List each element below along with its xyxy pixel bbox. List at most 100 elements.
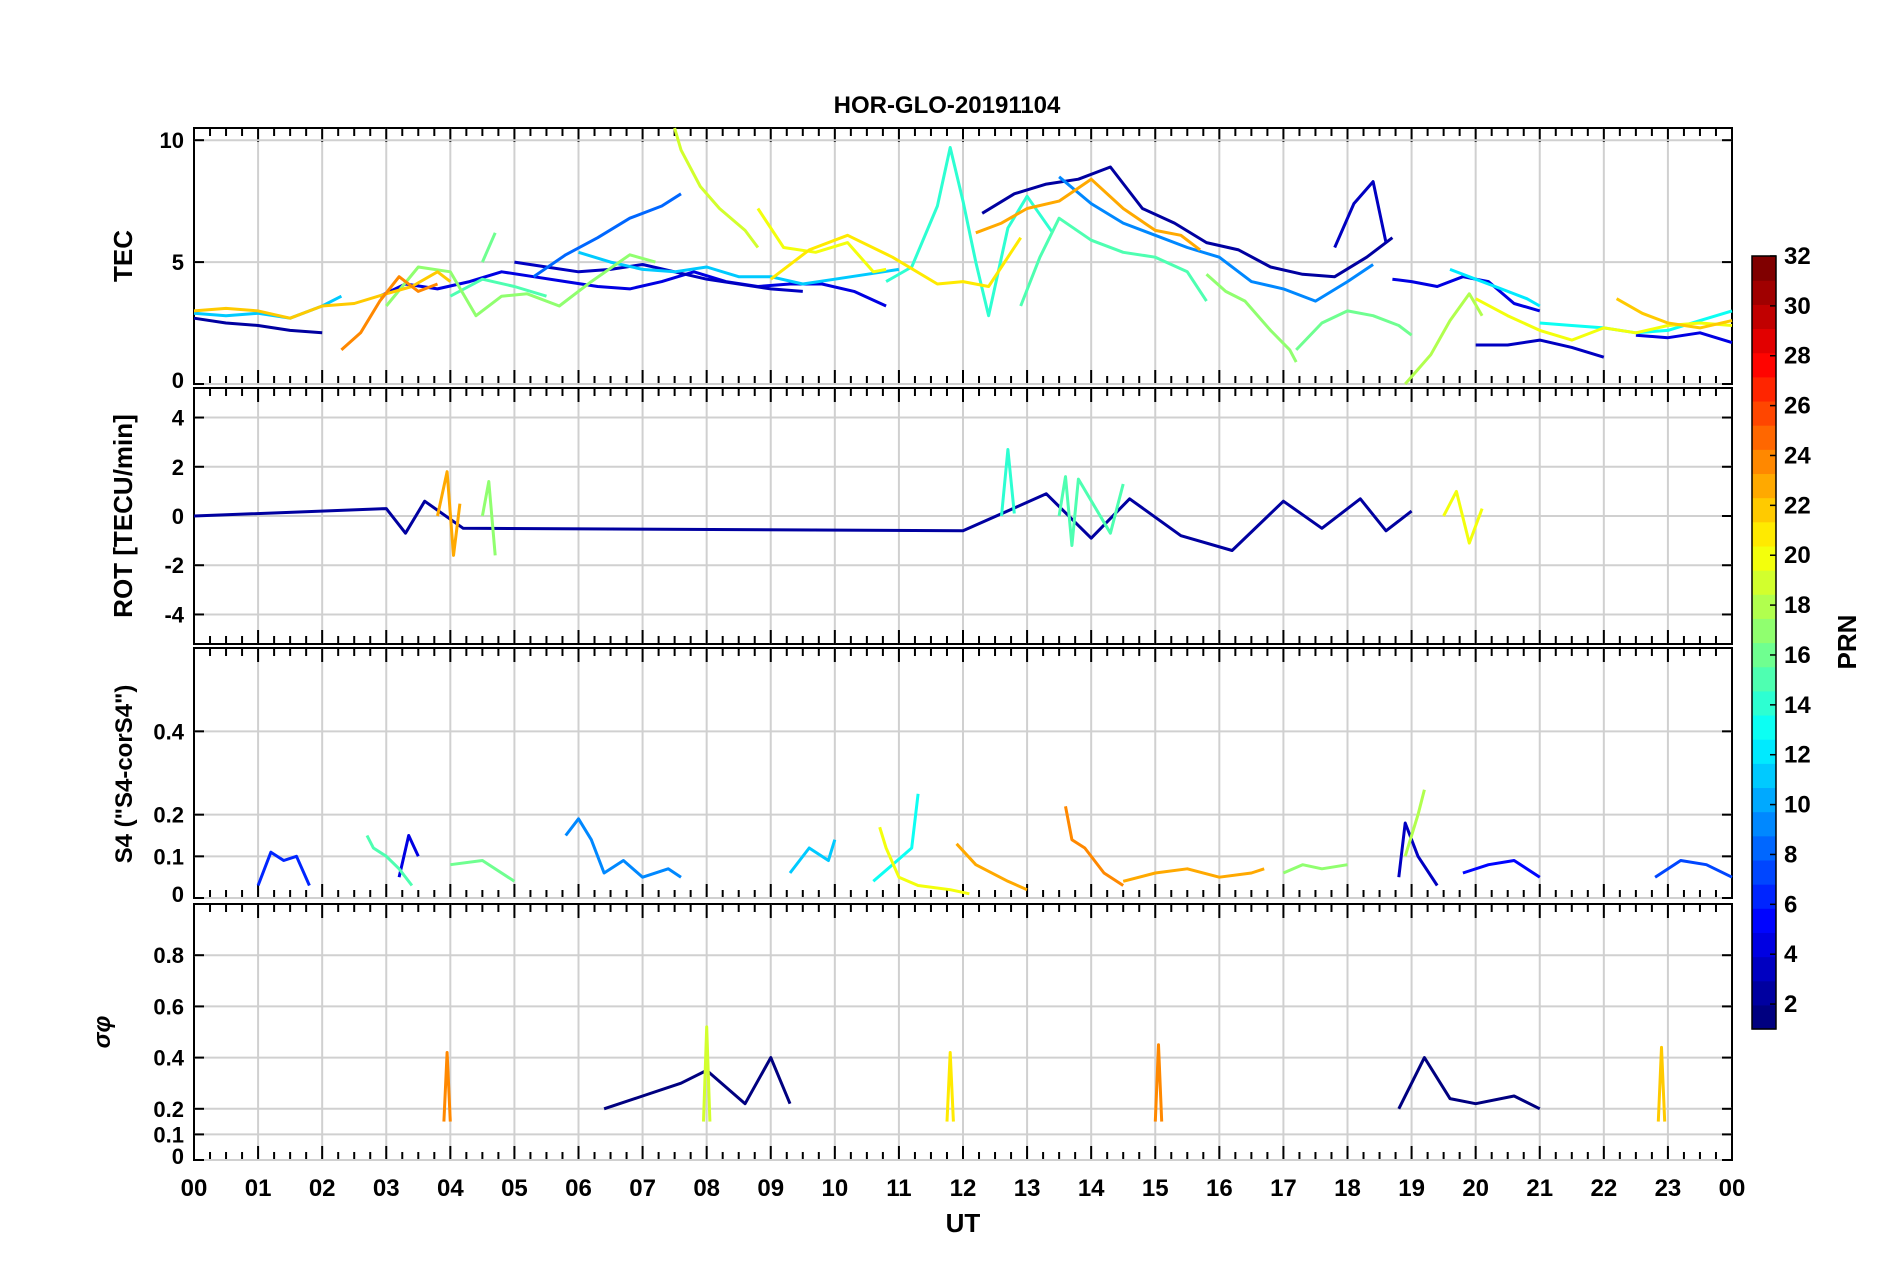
tec-series-prn-3 (1333, 180, 1388, 249)
x-tick-label: 00 (1719, 1175, 1746, 1202)
s4-ytick-label: 0 (172, 882, 184, 907)
s4-panel: 0 0.1 0.2 0.4 S4 ("S4-corS4") (111, 647, 1733, 907)
sigma-series-prn-24 (442, 1051, 452, 1122)
tec-ytick-label: 5 (172, 250, 184, 275)
colorbar-tick-label: 12 (1784, 742, 1811, 769)
rot-series-prn-14 (1000, 448, 1016, 517)
colorbar-tick-label: 26 (1784, 393, 1811, 420)
s4-series-prn-9 (564, 817, 682, 879)
tec-series-prn-20 (1474, 297, 1733, 342)
colorbar-tick-label: 22 (1784, 492, 1811, 519)
rot-series-prn-15 (1057, 475, 1125, 547)
colorbar-cell (1752, 425, 1776, 450)
colorbar-tick-label: 28 (1784, 343, 1811, 370)
sigma-ytick-label: 0.8 (153, 943, 184, 968)
s4-ytick-label: 0.4 (153, 719, 184, 744)
x-tick-label: 03 (373, 1175, 400, 1202)
x-tick-label: 08 (693, 1175, 720, 1202)
rot-ytick-label: 4 (172, 406, 185, 431)
tec-series-prn-14 (885, 146, 1054, 318)
x-tick-label: 00 (181, 1175, 208, 1202)
sigma-series-prn-1 (1397, 1056, 1541, 1111)
tec-series-prn-3 (1475, 338, 1605, 359)
x-tick-label: 01 (245, 1175, 272, 1202)
colorbar-cell (1752, 908, 1776, 933)
colorbar-label: PRN (1832, 615, 1862, 670)
x-tick-label: 23 (1655, 1175, 1682, 1202)
colorbar-tick-label: 18 (1784, 592, 1811, 619)
tec-series-prn-8 (532, 192, 682, 278)
s4-yticks: 0 0.1 0.2 0.4 (153, 719, 184, 907)
chart-title: HOR-GLO-20191104 (834, 92, 1061, 119)
colorbar-frame (1751, 255, 1777, 1030)
s4-series-prn-15 (365, 834, 414, 887)
tec-series-prn-20 (756, 207, 887, 274)
colorbar-tick-label: 4 (1784, 941, 1798, 968)
x-tick-label: 16 (1206, 1175, 1233, 1202)
x-tick-label: 06 (565, 1175, 592, 1202)
s4-series-prn-6 (256, 850, 311, 887)
x-axis-label: UT (946, 1208, 981, 1238)
colorbar-cell (1752, 256, 1776, 281)
tec-series-prn-3 (514, 260, 803, 293)
x-tick-label: 02 (309, 1175, 336, 1202)
rot-ylabel: ROT [TECU/min] (108, 414, 138, 618)
colorbar-cell (1752, 497, 1776, 523)
x-tick-label: 19 (1398, 1175, 1425, 1202)
s4-series-prn-23 (955, 842, 1028, 892)
tec-ytick-label: 10 (160, 128, 184, 153)
s4-series-prn-16 (450, 859, 516, 883)
tec-series-prn-4 (1392, 275, 1541, 313)
tec-series-prn-17 (1205, 273, 1298, 363)
tec-panel: 0 5 10 TEC (108, 127, 1733, 393)
tec-grid (193, 128, 1733, 385)
rot-panel: -4 -2 0 2 4 ROT [TECU/min] (108, 387, 1733, 645)
rot-lines (193, 448, 1484, 557)
rot-ytick-label: -2 (164, 553, 184, 578)
tec-series-prn-2 (193, 316, 323, 335)
colorbar-tick-label: 10 (1784, 792, 1811, 819)
rot-grid (193, 388, 1733, 644)
rot-series-prn-20 (1442, 489, 1484, 545)
s4-series-prn-18 (1403, 789, 1426, 857)
colorbar-cell (1752, 400, 1776, 426)
tec-yticks: 0 5 10 (160, 128, 184, 393)
tec-series-prn-22 (1615, 297, 1733, 330)
colorbar-cell (1752, 980, 1776, 1006)
s4-series-prn-5 (1462, 859, 1541, 879)
colorbar-cell (1752, 956, 1776, 982)
x-tick-label: 09 (757, 1175, 784, 1202)
x-tick-label: 12 (950, 1175, 977, 1202)
x-tick-label: 17 (1270, 1175, 1297, 1202)
colorbar-cell (1752, 859, 1776, 885)
sigma-lines (442, 1025, 1667, 1122)
colorbar-cell (1752, 449, 1776, 475)
x-tick-label: 22 (1590, 1175, 1617, 1202)
s4-series-prn-11 (788, 839, 837, 874)
tec-series-prn-24 (340, 275, 439, 352)
sigma-yticks: 00.10.2 0.4 0.6 0.8 (153, 943, 184, 1169)
rot-series-prn-17 (480, 480, 497, 556)
x-tick-label: 04 (437, 1175, 464, 1202)
tec-series-prn-9 (1058, 175, 1374, 303)
rot-yticks: -4 -2 0 2 4 (164, 406, 184, 628)
colorbar-cell (1752, 1004, 1776, 1030)
sigma-ytick-label: 0.1 (153, 1122, 184, 1147)
sigma-ytick-label: 0.2 (153, 1097, 184, 1122)
tec-series-prn-2 (981, 165, 1394, 279)
tec-series-prn-23 (975, 177, 1202, 252)
rot-series-prn-23 (436, 470, 462, 557)
x-tick-label: 13 (1014, 1175, 1041, 1202)
x-tick-label: 21 (1526, 1175, 1553, 1202)
colorbar-cell (1752, 690, 1776, 716)
tec-ytick-label: 0 (172, 368, 184, 393)
colorbar-cell (1752, 884, 1776, 909)
rot-ytick-label: 2 (172, 455, 184, 480)
colorbar-cell (1752, 932, 1776, 958)
colorbar-tick-label: 16 (1784, 642, 1811, 669)
sigma-ytick-label: 0 (172, 1144, 184, 1169)
tec-series-prn-15 (1019, 216, 1208, 307)
colorbar-cell (1752, 376, 1776, 402)
